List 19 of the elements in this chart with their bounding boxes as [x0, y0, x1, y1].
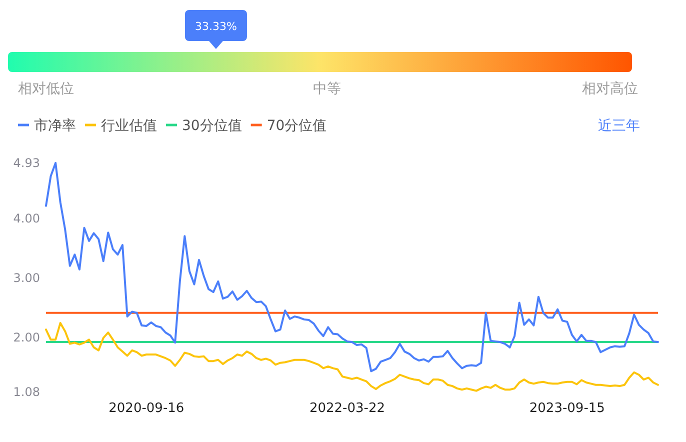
x-tick-label: 2023-09-15: [529, 401, 605, 416]
text: 相对高位: [582, 81, 638, 97]
text: 近三年: [598, 118, 640, 134]
line-series: [45, 162, 659, 372]
y-tick-label: 2.00: [13, 330, 40, 344]
y-tick-label: 4.00: [13, 211, 40, 226]
x-tick-label: 2022-03-22: [309, 401, 385, 416]
line-series: [45, 322, 659, 392]
y-tick-label: 4.93: [13, 156, 40, 170]
text: 相对低位: [18, 81, 74, 97]
x-tick-label: 2020-09-16: [108, 401, 184, 416]
text: 中等: [313, 81, 341, 97]
legend-label: 30分位值: [182, 118, 242, 134]
y-tick-label: 1.08: [13, 385, 40, 399]
data-label: 33.33%: [195, 20, 237, 33]
y-tick-label: 3.00: [13, 270, 40, 285]
legend-label: 行业估值: [101, 118, 157, 134]
legend-label: 市净率: [34, 118, 76, 134]
legend-label: 70分位值: [266, 118, 327, 134]
